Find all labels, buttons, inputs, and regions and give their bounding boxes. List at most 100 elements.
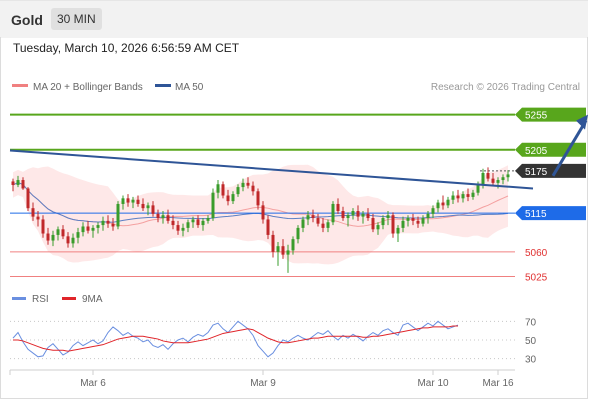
- candle-body: [471, 192, 475, 197]
- candle-body: [386, 215, 390, 219]
- candle-body: [211, 192, 215, 219]
- candle-body: [236, 187, 240, 195]
- candle-body: [161, 215, 165, 219]
- candle-body: [426, 213, 430, 219]
- pivot-tag: [515, 206, 586, 221]
- candle-body: [61, 229, 65, 237]
- candle-body: [196, 219, 200, 226]
- candle-body: [26, 188, 30, 209]
- candle-body: [36, 216, 40, 220]
- last_price-tag: [515, 163, 586, 178]
- pivot-label: 5115: [525, 209, 547, 220]
- rsi-legend-label: RSI: [32, 294, 49, 305]
- candle-body: [131, 199, 135, 203]
- candle-body: [256, 191, 260, 206]
- target-arrow-shaft: [551, 119, 588, 177]
- candle-body: [246, 182, 250, 186]
- candle-body: [261, 205, 265, 220]
- candle-body: [466, 194, 470, 197]
- chart-datetime: Tuesday, March 10, 2026 6:56:59 AM CET: [13, 41, 240, 55]
- time-axis: Mar 6 Mar 9 Mar 10 Mar 16: [9, 369, 515, 389]
- candle-body: [121, 198, 125, 204]
- candle-body: [451, 195, 455, 200]
- candle-body: [226, 195, 230, 202]
- candle-body: [346, 215, 350, 219]
- candle-body: [356, 211, 360, 217]
- candle-body: [296, 227, 300, 240]
- candle-body: [181, 227, 185, 231]
- candle-body: [321, 223, 325, 228]
- candle-body: [221, 184, 225, 196]
- candle-body: [286, 250, 290, 255]
- candle-body: [46, 233, 50, 241]
- candle-body: [391, 215, 395, 234]
- candle-body: [351, 211, 355, 216]
- candle-body: [206, 218, 210, 221]
- credit-text: Research © 2026 Trading Central: [431, 82, 580, 93]
- candle-body: [331, 203, 335, 223]
- rsi-tick-label: 70: [525, 317, 537, 328]
- candle-body: [116, 203, 120, 227]
- candle-body: [401, 220, 405, 228]
- candle-body: [336, 203, 340, 211]
- candle-body: [66, 236, 70, 244]
- time-tick-label: Mar 16: [482, 378, 514, 389]
- candle-body: [481, 173, 485, 185]
- candle-body: [136, 199, 140, 204]
- candle-body: [216, 184, 220, 193]
- time-tick-label: Mar 6: [80, 378, 106, 389]
- candle-body: [171, 220, 175, 226]
- rsi-legend: RSI 9MA: [12, 294, 103, 305]
- resistance-label: 5255: [525, 111, 548, 122]
- timeframe-button[interactable]: 30 MIN: [51, 8, 102, 30]
- candle-body: [416, 220, 420, 224]
- candle-body: [276, 246, 280, 252]
- candle-body: [106, 220, 110, 224]
- candle-body: [241, 182, 245, 188]
- candle-body: [476, 184, 480, 193]
- candle-body: [96, 225, 100, 228]
- candle-body: [376, 225, 380, 230]
- rsi-line: [12, 320, 459, 358]
- time-tick-label: Mar 10: [417, 378, 449, 389]
- candle-body: [156, 213, 160, 219]
- candle-body: [496, 180, 500, 183]
- candle-body: [396, 227, 400, 234]
- rsi-ma-legend-swatch: [62, 297, 76, 300]
- candle-body: [81, 226, 85, 233]
- candle-body: [51, 234, 55, 241]
- candle-body: [101, 220, 105, 226]
- rsi-tick-label: 50: [525, 336, 537, 347]
- candle-body: [271, 234, 275, 252]
- trendline: [9, 149, 534, 190]
- bollinger-band: [13, 164, 508, 265]
- rsi-legend-swatch: [12, 297, 26, 300]
- candle-body: [76, 232, 80, 238]
- candle-body: [21, 180, 25, 189]
- candle-body: [316, 218, 320, 224]
- resistance-tag: [515, 107, 586, 122]
- chart-legend: MA 20 + Bollinger Bands MA 50 Research ©…: [12, 82, 580, 93]
- rsi-ma-line: [13, 325, 458, 352]
- candle-body: [141, 203, 145, 209]
- candle-body: [186, 222, 190, 228]
- main-plot: 5255 5205 5175 5115 5060 5025: [9, 107, 588, 283]
- resistance-tag: [515, 142, 586, 157]
- candle-body: [311, 215, 315, 219]
- candle-body: [266, 219, 270, 235]
- candle-body: [506, 174, 510, 178]
- candle-body: [41, 219, 45, 234]
- candle-body: [421, 218, 425, 224]
- candle-body: [446, 199, 450, 206]
- candle-body: [231, 194, 235, 202]
- target-arrow-head: [576, 114, 588, 130]
- candle-body: [126, 198, 130, 203]
- candle-body: [291, 239, 295, 251]
- candle-body: [341, 211, 345, 219]
- candle-body: [151, 205, 155, 214]
- candle-body: [191, 219, 195, 223]
- rsi-plot: 70 50 30: [10, 317, 537, 366]
- candle-body: [371, 218, 375, 230]
- candle-body: [486, 173, 490, 179]
